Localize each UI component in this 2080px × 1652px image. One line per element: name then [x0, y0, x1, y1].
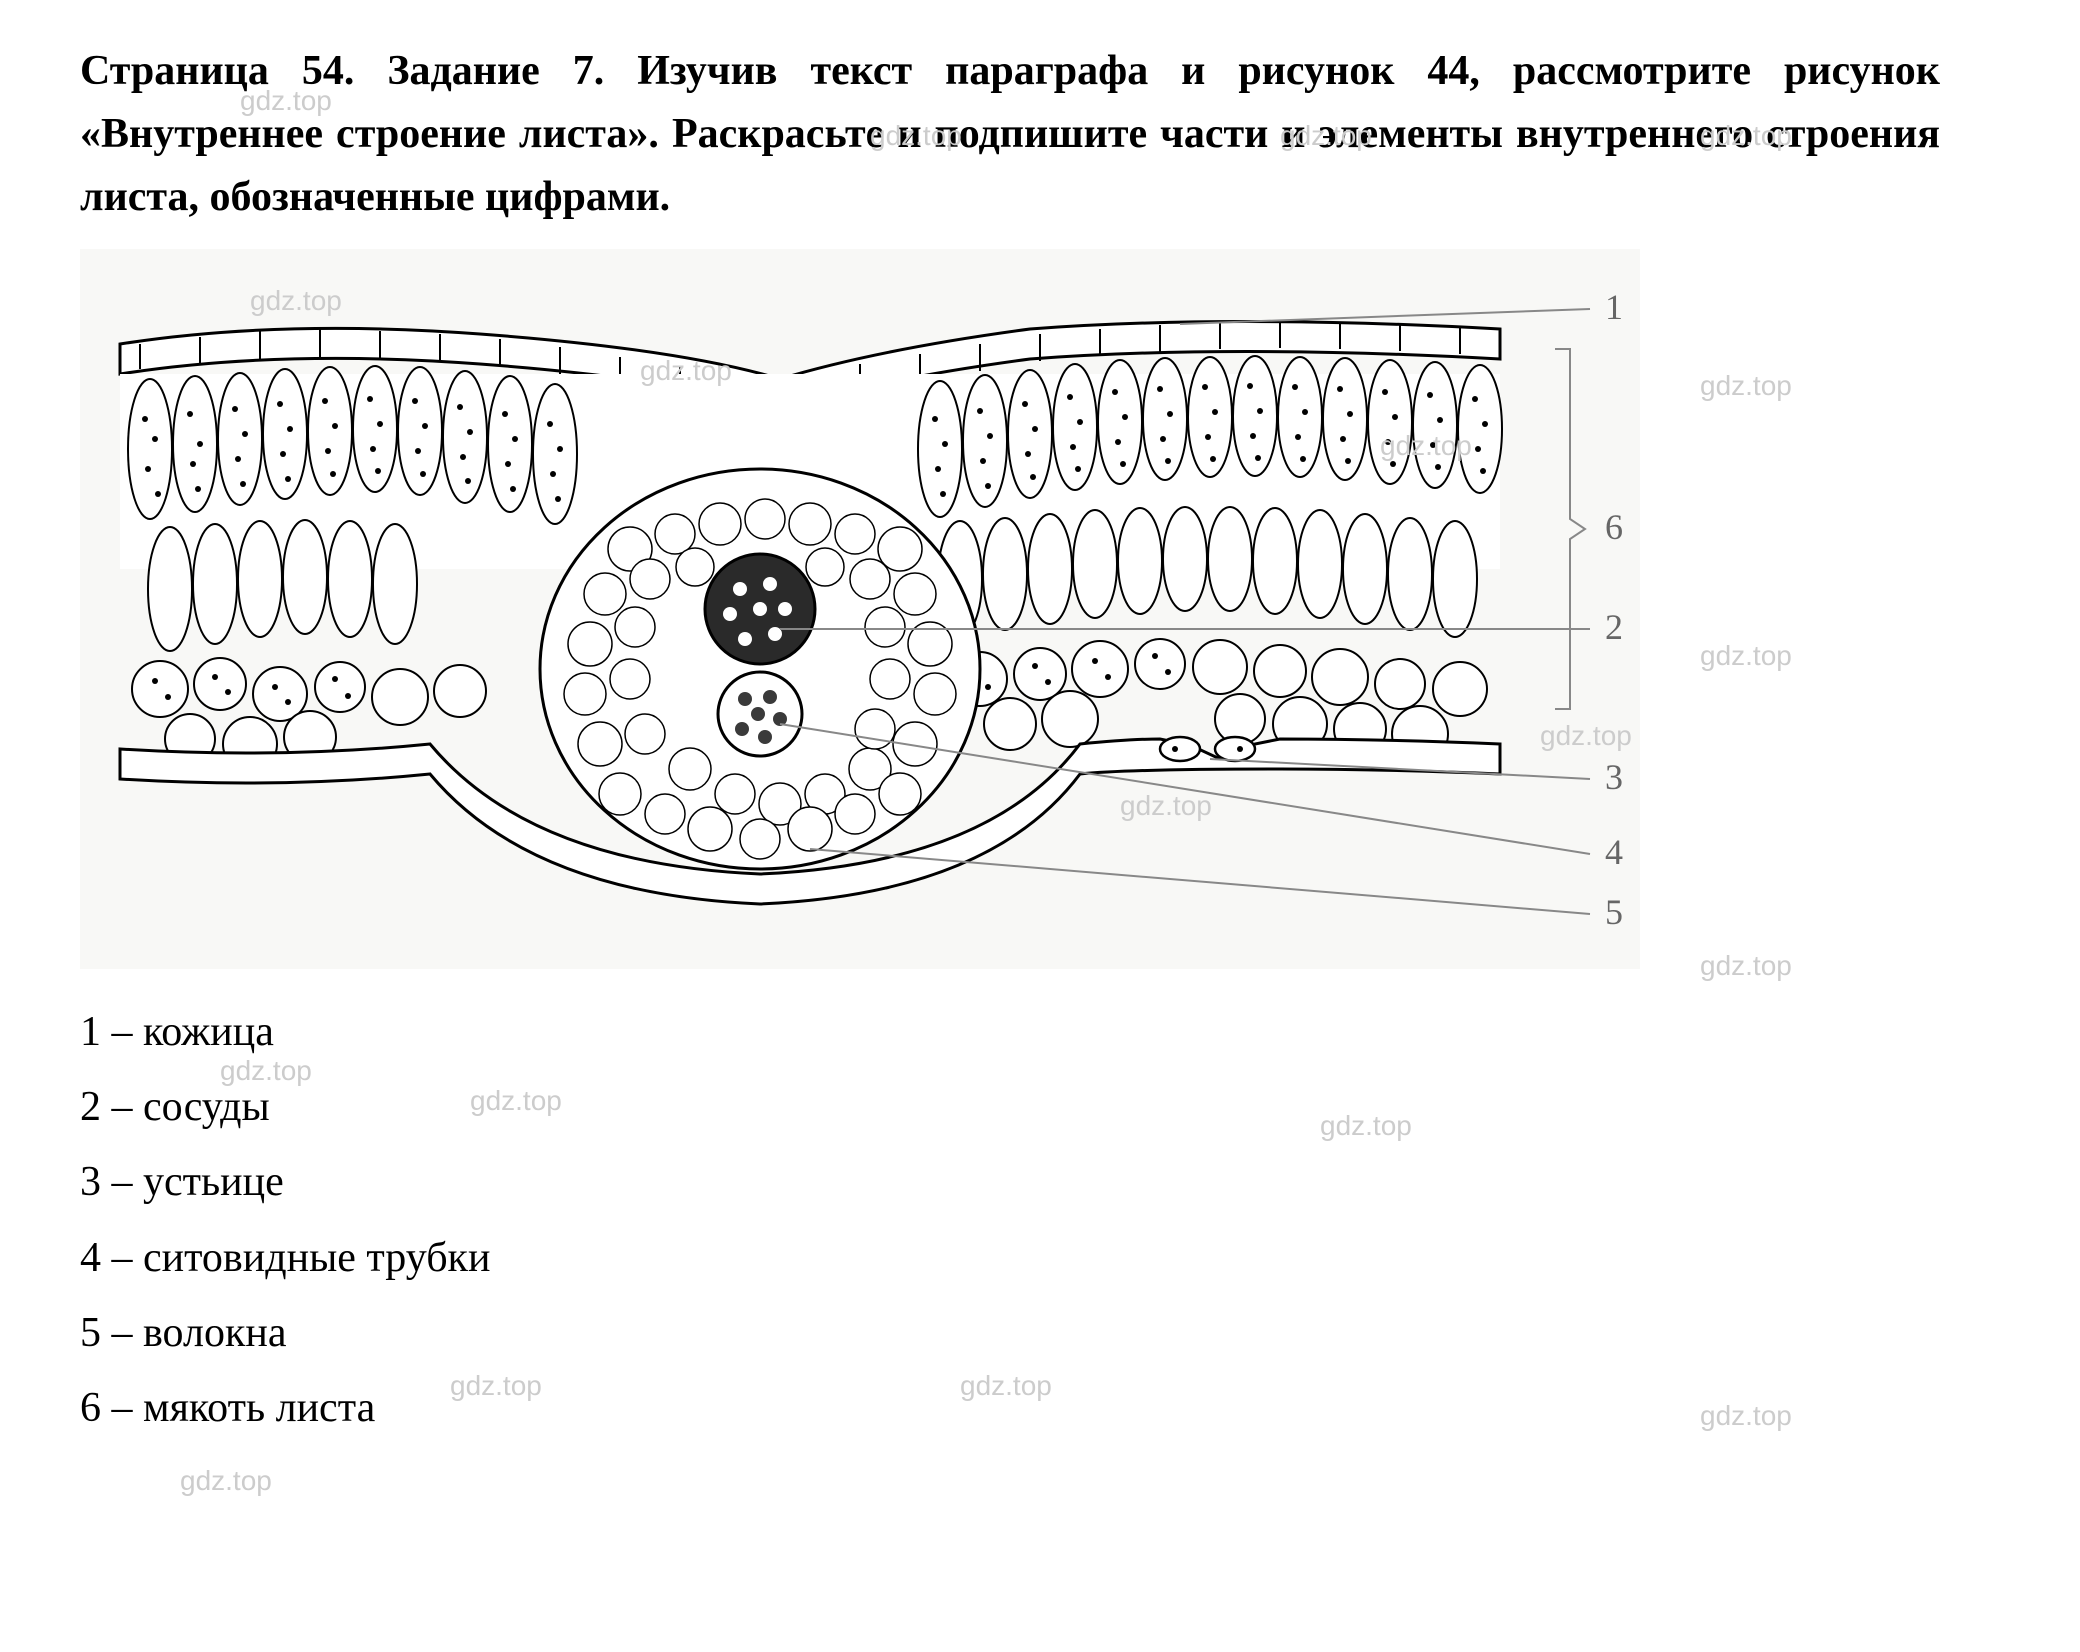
watermark: gdz.top — [1700, 950, 1792, 982]
answer-item-3: 3 – устьице — [80, 1149, 2000, 1216]
label-4: 4 — [1605, 832, 1623, 872]
answer-label-6: мякоть листа — [143, 1385, 375, 1431]
label-3: 3 — [1605, 757, 1623, 797]
answer-label-4: ситовидные трубки — [143, 1235, 490, 1281]
answer-number-3: 3 — [80, 1159, 101, 1205]
answer-item-6: 6 – мякоть листа — [80, 1375, 2000, 1442]
task-header: Страница 54. Задание 7. Изучив текст пар… — [80, 40, 1940, 229]
label-6: 6 — [1605, 507, 1623, 547]
answer-item-4: 4 – ситовидные трубки — [80, 1225, 2000, 1292]
answer-number-5: 5 — [80, 1310, 101, 1356]
answer-label-1: кожица — [143, 1009, 274, 1055]
label-5: 5 — [1605, 892, 1623, 932]
answer-number-1: 1 — [80, 1009, 101, 1055]
answer-list: 1 – кожица 2 – сосуды 3 – устьице 4 – си… — [80, 999, 2000, 1442]
watermark: gdz.top — [180, 1465, 272, 1497]
answer-number-4: 4 — [80, 1235, 101, 1281]
answer-label-2: сосуды — [143, 1084, 270, 1130]
answer-label-3: устьице — [143, 1159, 284, 1205]
watermark: gdz.top — [1700, 640, 1792, 672]
answer-number-2: 2 — [80, 1084, 101, 1130]
answer-number-6: 6 — [80, 1385, 101, 1431]
watermark: gdz.top — [1700, 370, 1792, 402]
answer-label-5: волокна — [143, 1310, 286, 1356]
answer-item-5: 5 – волокна — [80, 1300, 2000, 1367]
answer-item-1: 1 – кожица — [80, 999, 2000, 1066]
label-1: 1 — [1605, 287, 1623, 327]
diagram-svg: 1 2 3 4 5 6 — [80, 249, 1640, 969]
label-2: 2 — [1605, 607, 1623, 647]
leaf-diagram: 1 2 3 4 5 6 — [80, 249, 1640, 969]
vascular-bundle — [540, 469, 980, 869]
answer-item-2: 2 – сосуды — [80, 1074, 2000, 1141]
